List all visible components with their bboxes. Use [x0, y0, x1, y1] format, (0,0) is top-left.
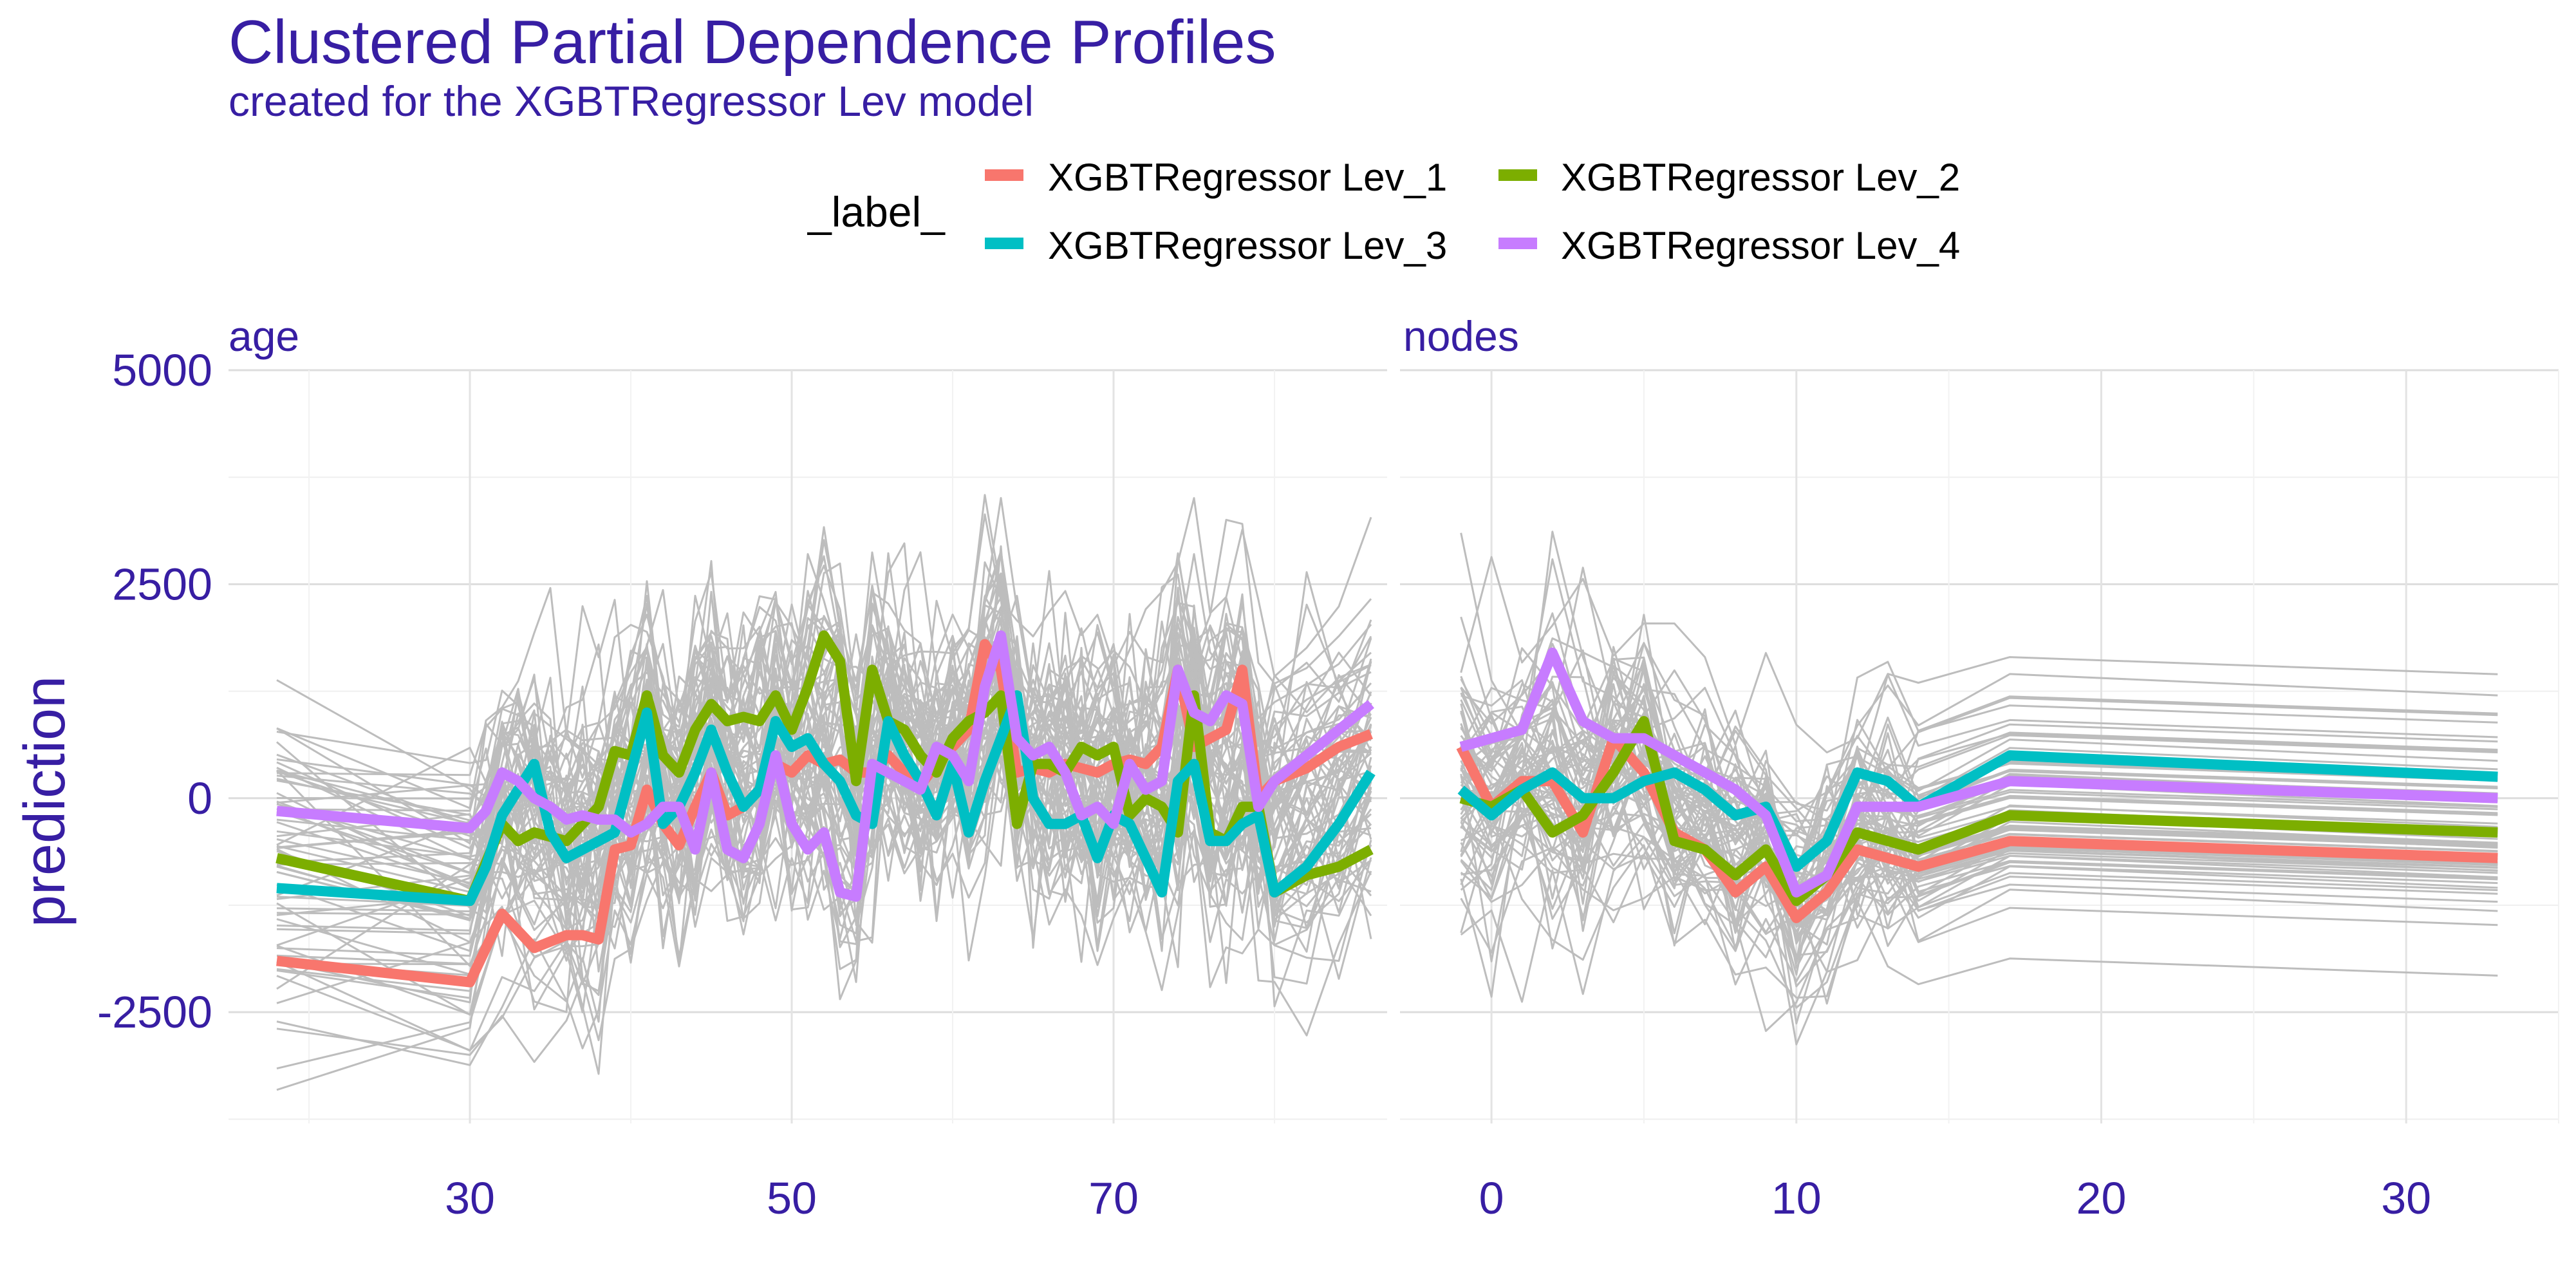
legend-title: _label_	[807, 188, 946, 236]
y-axis-label: prediction	[13, 676, 77, 927]
facet-label-age: age	[229, 312, 299, 360]
panel-age-cluster-series	[275, 630, 1376, 988]
legend: _label_ XGBTRegressor Lev_1 XGBTRegresso…	[807, 156, 1960, 267]
panel-age: age 30 50 70	[229, 312, 1387, 1223]
background-profile-line	[276, 656, 1372, 948]
background-profile-line	[276, 709, 1372, 1063]
panel-nodes-x-ticks: 0 10 20 30	[1479, 1173, 2431, 1223]
legend-label-lev-2: XGBTRegressor Lev_2	[1561, 156, 1960, 199]
background-profile-line	[1460, 687, 2498, 939]
y-tick-label: -2500	[97, 987, 212, 1037]
legend-label-lev-1: XGBTRegressor Lev_1	[1048, 156, 1447, 199]
y-tick-label: 5000	[112, 345, 212, 395]
legend-label-lev-4: XGBTRegressor Lev_4	[1561, 224, 1960, 267]
background-profile-line	[1460, 688, 2498, 900]
background-profile-line	[276, 497, 1372, 881]
y-tick-labels: -2500 0 2500 5000	[97, 345, 212, 1037]
x-tick-label: 0	[1479, 1173, 1504, 1223]
x-tick-label: 70	[1088, 1173, 1139, 1223]
y-tick-label: 2500	[112, 559, 212, 609]
x-tick-label: 20	[2077, 1173, 2127, 1223]
background-profile-line	[276, 513, 1372, 874]
background-profile-line	[1460, 532, 2498, 899]
background-profile-line	[276, 642, 1372, 935]
background-profile-line	[1460, 662, 2498, 881]
x-tick-label: 30	[2381, 1173, 2431, 1223]
background-profile-line	[276, 662, 1372, 957]
series-line-lev-4	[276, 630, 1374, 902]
panel-age-x-ticks: 30 50 70	[445, 1173, 1139, 1223]
chart-subtitle: created for the XGBTRegressor Lev model	[229, 77, 1034, 125]
background-profile-line	[1460, 815, 2498, 999]
background-profile-line	[1460, 695, 2498, 1046]
series-line-lev-3	[276, 690, 1376, 907]
legend-label-lev-3: XGBTRegressor Lev_3	[1048, 224, 1447, 267]
series-line-lev-4	[1459, 647, 2498, 897]
x-tick-label: 10	[1771, 1173, 1822, 1223]
background-profile-line	[276, 588, 1372, 905]
series-line-lev-2	[275, 630, 1374, 907]
facet-label-nodes: nodes	[1403, 312, 1519, 360]
background-profile-line	[1460, 556, 2498, 754]
x-tick-label: 30	[445, 1173, 495, 1223]
series-line-lev-3	[1457, 750, 2498, 872]
series-line-lev-2	[1459, 716, 2498, 907]
chart-title: Clustered Partial Dependence Profiles	[229, 8, 1276, 77]
background-profile-line	[1460, 847, 2498, 973]
panel-nodes-cluster-series	[1456, 647, 2498, 923]
panel-nodes: nodes 0 10 20 30	[1400, 312, 2559, 1223]
y-tick-label: 0	[187, 773, 212, 823]
series-line-lev-1	[276, 639, 1373, 988]
x-tick-label: 50	[767, 1173, 817, 1223]
